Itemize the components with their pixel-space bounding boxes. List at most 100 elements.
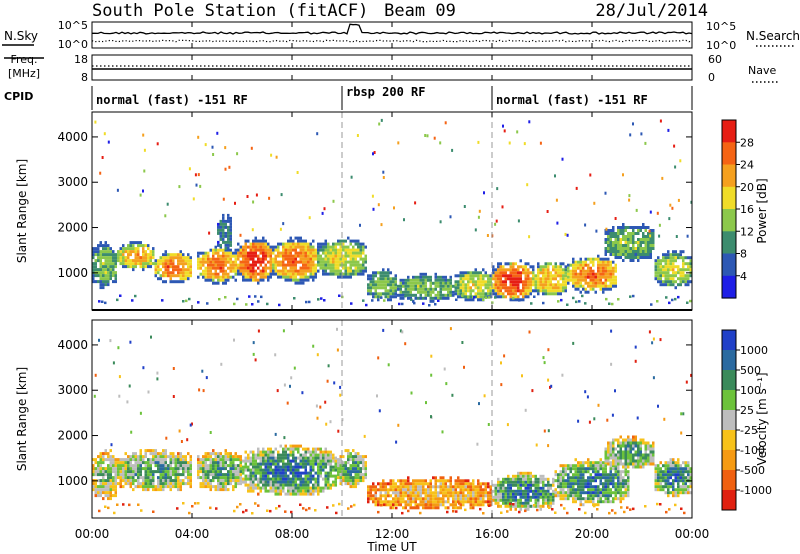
data-cell bbox=[277, 459, 280, 463]
data-cell bbox=[364, 461, 367, 465]
data-cell bbox=[352, 449, 355, 453]
data-cell bbox=[612, 235, 615, 238]
data-cell bbox=[254, 483, 257, 487]
data-cell bbox=[132, 268, 135, 272]
data-cell bbox=[234, 452, 237, 456]
data-cell bbox=[617, 235, 620, 238]
data-cell bbox=[459, 506, 462, 510]
data-cell bbox=[164, 467, 167, 471]
data-cell bbox=[224, 455, 227, 459]
data-cell bbox=[224, 263, 227, 267]
data-cell bbox=[269, 465, 272, 469]
data-cell bbox=[124, 265, 127, 269]
data-cell bbox=[239, 272, 242, 276]
data-cell bbox=[572, 269, 575, 273]
data-cell bbox=[104, 247, 107, 251]
data-cell bbox=[444, 482, 447, 486]
data-cell bbox=[197, 260, 200, 264]
data-cell bbox=[579, 482, 582, 486]
data-cell bbox=[324, 450, 327, 454]
data-cell bbox=[472, 271, 475, 275]
data-cell bbox=[607, 453, 610, 457]
data-cell bbox=[254, 465, 257, 469]
data-cell bbox=[309, 266, 312, 270]
data-cell bbox=[532, 474, 535, 478]
data-cell bbox=[597, 266, 600, 270]
data-cell bbox=[489, 277, 492, 281]
data-cell bbox=[627, 470, 630, 474]
data-cell bbox=[612, 441, 615, 445]
data-cell bbox=[434, 488, 437, 492]
data-cell bbox=[207, 272, 210, 276]
data-cell bbox=[609, 462, 612, 466]
data-cell bbox=[492, 271, 495, 275]
data-cell bbox=[324, 459, 327, 463]
data-cell bbox=[94, 494, 97, 498]
data-cell bbox=[299, 257, 302, 261]
data-cell bbox=[489, 283, 492, 287]
data-cell bbox=[504, 283, 507, 287]
data-cell bbox=[342, 479, 345, 483]
data-cell bbox=[252, 263, 255, 267]
data-cell bbox=[597, 269, 600, 273]
data-cell bbox=[422, 506, 425, 510]
data-cell bbox=[534, 289, 537, 293]
data-cell bbox=[514, 292, 517, 296]
data-cell bbox=[594, 272, 597, 276]
data-cell bbox=[474, 494, 477, 498]
data-cell bbox=[587, 470, 590, 474]
data-cell bbox=[472, 497, 475, 501]
data-cell bbox=[322, 450, 325, 454]
data-cell bbox=[242, 260, 245, 264]
data-cell bbox=[269, 260, 272, 264]
data-cell bbox=[459, 491, 462, 495]
data-cell bbox=[592, 461, 595, 465]
data-cell bbox=[512, 265, 515, 269]
data-cell bbox=[207, 479, 210, 483]
data-cell bbox=[569, 263, 572, 267]
data-cell bbox=[592, 470, 595, 474]
data-cell bbox=[589, 479, 592, 483]
data-cell bbox=[664, 271, 667, 275]
data-cell bbox=[217, 278, 220, 282]
data-cell bbox=[209, 488, 212, 492]
data-cell bbox=[627, 256, 630, 259]
data-cell bbox=[267, 275, 270, 279]
data-cell bbox=[387, 271, 390, 275]
data-cell bbox=[567, 488, 570, 492]
data-cell bbox=[474, 286, 477, 290]
data-cell bbox=[394, 488, 397, 492]
data-cell bbox=[244, 474, 247, 478]
data-cell bbox=[154, 259, 157, 263]
data-cell bbox=[339, 479, 342, 483]
data-cell bbox=[507, 289, 510, 293]
data-cell bbox=[579, 485, 582, 489]
data-cell bbox=[217, 260, 220, 264]
data-cell bbox=[512, 489, 515, 493]
data-cell bbox=[439, 278, 442, 282]
data-cell bbox=[609, 447, 612, 451]
data-cell bbox=[652, 232, 655, 235]
data-cell bbox=[119, 250, 122, 254]
data-cell bbox=[237, 248, 240, 252]
data-cell bbox=[262, 477, 265, 481]
data-cell bbox=[302, 272, 305, 276]
data-cell bbox=[144, 473, 147, 477]
data-cell bbox=[229, 237, 232, 241]
data-cell bbox=[504, 295, 507, 299]
data-cell bbox=[517, 477, 520, 481]
data-cell bbox=[607, 441, 610, 445]
data-cell bbox=[107, 256, 110, 260]
data-cell bbox=[244, 468, 247, 472]
data-cell bbox=[284, 456, 287, 460]
data-cell bbox=[679, 256, 682, 260]
data-cell bbox=[609, 500, 612, 504]
data-cell bbox=[289, 477, 292, 481]
data-cell bbox=[474, 485, 477, 489]
data-cell bbox=[232, 458, 235, 462]
data-cell bbox=[212, 473, 215, 477]
data-cell bbox=[264, 477, 267, 481]
data-cell bbox=[457, 274, 460, 278]
data-cell bbox=[622, 259, 625, 262]
data-cell bbox=[464, 494, 467, 498]
